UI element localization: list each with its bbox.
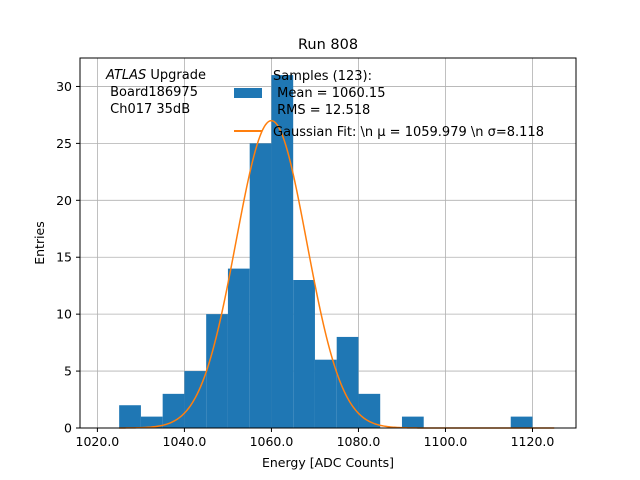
x-axis-ticks: 1020.0 1040.0 1060.0 1080.0 1100.0 1120.0 bbox=[76, 428, 555, 449]
histogram-bars bbox=[119, 75, 533, 429]
y-tick-label: 15 bbox=[56, 250, 72, 265]
histogram-bar bbox=[401, 416, 424, 428]
histogram-bar bbox=[314, 359, 337, 428]
plot-frame bbox=[79, 57, 577, 429]
x-tick-label: 1060.0 bbox=[250, 434, 294, 449]
legend-rms-label: RMS = 12.518 bbox=[273, 103, 370, 118]
histogram-bar bbox=[271, 75, 294, 429]
y-axis-label: Entries bbox=[32, 221, 47, 265]
y-tick-label: 30 bbox=[56, 79, 72, 94]
x-tick-label: 1120.0 bbox=[511, 434, 555, 449]
y-tick-label: 0 bbox=[64, 421, 72, 436]
legend-fit-label: Gaussian Fit: \n μ = 1059.979 \n σ=8.118 bbox=[273, 125, 544, 140]
atlas-label: ATLAS bbox=[105, 68, 146, 83]
board-label: Board186975 bbox=[106, 85, 198, 100]
histogram-bar bbox=[358, 393, 381, 428]
svg-text:ATLAS Upgrade: ATLAS Upgrade bbox=[105, 68, 206, 83]
atlas-annotation: ATLAS Upgrade Board186975 Ch017 35dB bbox=[105, 68, 206, 117]
histogram-bar bbox=[162, 393, 185, 428]
x-tick-label: 1100.0 bbox=[424, 434, 468, 449]
x-tick-label: 1080.0 bbox=[337, 434, 381, 449]
y-tick-label: 5 bbox=[64, 364, 72, 379]
legend-mean-label: Mean = 1060.15 bbox=[273, 86, 385, 101]
channel-label: Ch017 35dB bbox=[106, 102, 190, 117]
histogram-bar bbox=[206, 314, 228, 428]
histogram-bar bbox=[336, 336, 359, 428]
histogram-bar bbox=[293, 280, 315, 428]
histogram-bar bbox=[510, 416, 533, 428]
legend: Samples (123): Mean = 1060.15 RMS = 12.5… bbox=[234, 69, 544, 140]
histogram-bar bbox=[140, 416, 163, 428]
histogram-bar bbox=[249, 143, 272, 428]
upgrade-label: Upgrade bbox=[146, 68, 206, 83]
y-tick-label: 20 bbox=[56, 193, 72, 208]
x-axis-label: Energy [ADC Counts] bbox=[262, 455, 394, 470]
histogram-bar bbox=[119, 405, 141, 428]
y-tick-label: 10 bbox=[56, 307, 72, 322]
legend-histogram-swatch bbox=[234, 88, 262, 98]
x-tick-label: 1020.0 bbox=[76, 434, 120, 449]
legend-samples-label: Samples (123): bbox=[273, 69, 372, 84]
y-axis-ticks: 0 5 10 15 20 25 30 bbox=[56, 79, 80, 436]
chart-title: Run 808 bbox=[298, 37, 358, 53]
x-tick-label: 1040.0 bbox=[163, 434, 207, 449]
histogram-bar bbox=[227, 268, 250, 428]
y-tick-label: 25 bbox=[56, 136, 72, 151]
